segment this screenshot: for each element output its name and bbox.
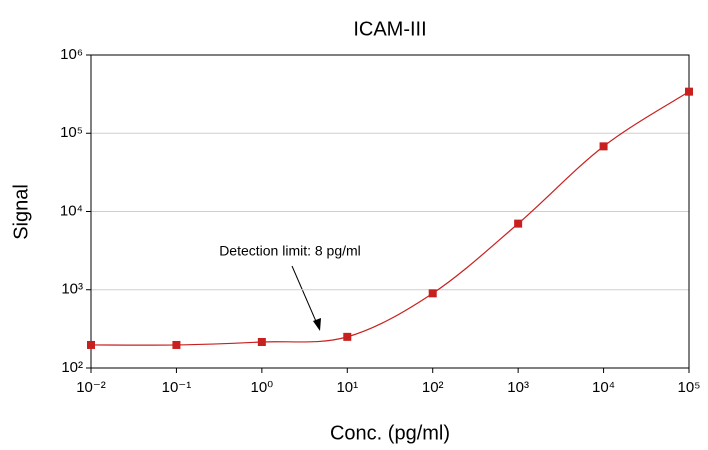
x-tick-label: 10² bbox=[422, 379, 444, 396]
y-tick-label: 10² bbox=[61, 359, 83, 376]
data-point bbox=[257, 337, 266, 346]
data-point bbox=[599, 142, 608, 151]
data-point bbox=[343, 332, 352, 341]
data-point bbox=[87, 340, 95, 349]
data-point bbox=[514, 219, 523, 228]
x-tick-label: 10⁰ bbox=[251, 379, 274, 396]
x-tick-label: 10⁻² bbox=[76, 379, 106, 396]
x-tick-label: 10⁻¹ bbox=[162, 379, 192, 396]
x-tick-label: 10⁵ bbox=[678, 379, 701, 396]
x-tick-label: 10¹ bbox=[336, 379, 358, 396]
x-tick-label: 10⁴ bbox=[592, 379, 615, 396]
data-point bbox=[172, 340, 181, 349]
y-tick-label: 10³ bbox=[61, 281, 83, 298]
data-point bbox=[685, 87, 693, 96]
annotation-arrowhead bbox=[313, 318, 321, 331]
y-tick-label: 10⁵ bbox=[60, 124, 83, 141]
x-tick-label: 10³ bbox=[507, 379, 529, 396]
chart-title: ICAM-III bbox=[353, 18, 426, 40]
y-tick-label: 10⁶ bbox=[60, 46, 83, 63]
annotation-arrow bbox=[291, 265, 319, 327]
annotation: Detection limit: 8 pg/ml bbox=[219, 243, 361, 259]
y-tick-label: 10⁴ bbox=[60, 202, 83, 219]
plot-frame bbox=[90, 54, 690, 369]
fit-curve bbox=[90, 91, 690, 346]
y-axis-label: Signal bbox=[10, 184, 32, 240]
data-point bbox=[428, 289, 437, 298]
x-axis-label: Conc. (pg/ml) bbox=[330, 422, 450, 444]
